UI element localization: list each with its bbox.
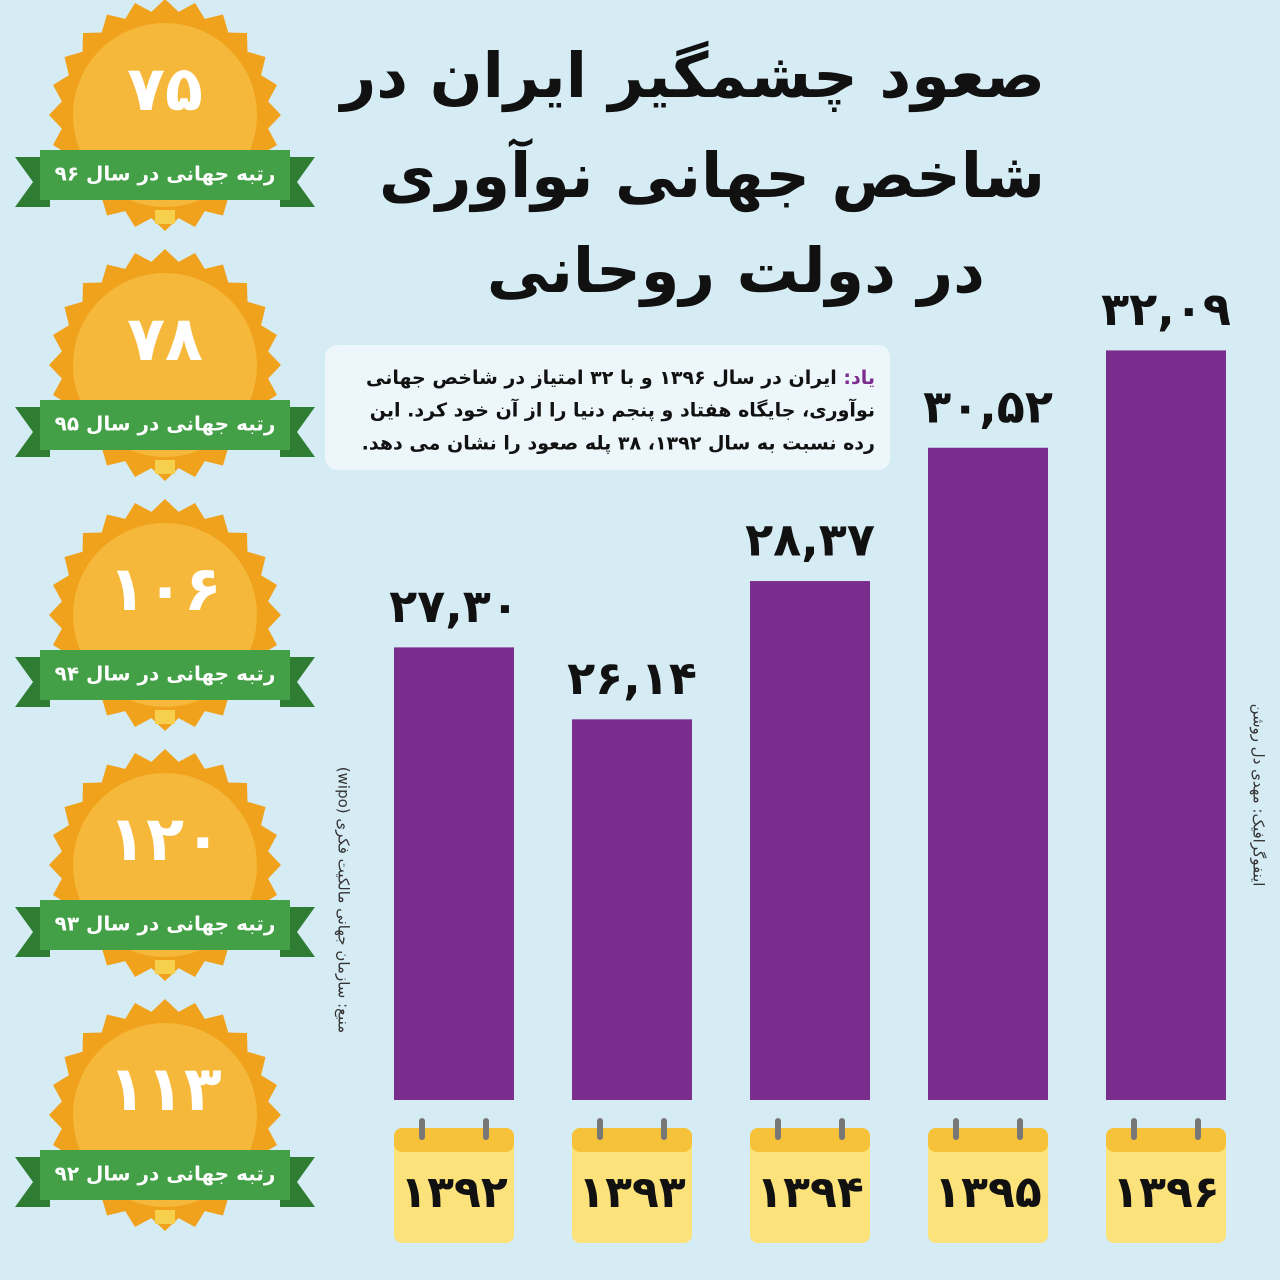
ribbon (40, 1150, 290, 1200)
calendar-top (750, 1128, 870, 1152)
ribbon (40, 150, 290, 200)
bar (928, 447, 1048, 1100)
credit: اینفوگرافیک: مهدی دل روشن (1250, 704, 1268, 887)
calendar-ring (661, 1118, 667, 1140)
x-tick-label: ۱۳۹۶ (1112, 1167, 1219, 1218)
note-line: نوآوری، جایگاه هفتاد و پنجم دنیا را از آ… (370, 398, 875, 422)
value-label: ۲۶,۱۴ (567, 651, 697, 705)
source: منبع: سازمان جهانی مالکیت فکری (wipo) (335, 767, 353, 1033)
calendar-ring (419, 1118, 425, 1140)
badge-rank: ۷۵ (127, 52, 203, 125)
note-label: یاد: (843, 367, 875, 389)
value-label: ۲۸,۳۷ (745, 513, 875, 567)
calendar-ring (775, 1118, 781, 1140)
note-text: ایران در سال ۱۳۹۶ و با ۳۲ امتیاز در شاخص… (366, 367, 837, 389)
badge-caption: رتبه جهانی در سال ۹۲ (55, 1162, 276, 1186)
calendar-ring (1017, 1118, 1023, 1140)
calendar-top (1106, 1128, 1226, 1152)
badge-caption: رتبه جهانی در سال ۹۴ (55, 662, 276, 686)
value-label: ۳۰,۵۲ (923, 379, 1053, 433)
badge-icon (155, 460, 175, 474)
x-tick-label: ۱۳۹۵ (934, 1167, 1041, 1218)
calendar-ring (953, 1118, 959, 1140)
x-tick-label: ۱۳۹۲ (400, 1167, 508, 1218)
badge-icon (155, 960, 175, 974)
badge-icon (155, 210, 175, 224)
value-label: ۳۲,۰۹ (1101, 282, 1231, 336)
note-line: یاد: ایران در سال ۱۳۹۶ و با ۳۲ امتیاز در… (366, 367, 875, 389)
badge-icon (155, 710, 175, 724)
note-line: رده نسبت به سال ۱۳۹۲، ۳۸ پله صعود را نشا… (362, 433, 875, 455)
calendar-ring (483, 1118, 489, 1140)
calendar-ring (1131, 1118, 1137, 1140)
calendar (572, 1128, 692, 1243)
ribbon (40, 650, 290, 700)
title-line: شاخص جهانی نوآوری (379, 137, 1045, 213)
badge-caption: رتبه جهانی در سال ۹۳ (55, 912, 276, 936)
bar (572, 719, 692, 1100)
value-label: ۲۷,۳۰ (389, 579, 519, 633)
ribbon (40, 900, 290, 950)
calendar-ring (1195, 1118, 1201, 1140)
badge-caption: رتبه جهانی در سال ۹۵ (55, 412, 276, 436)
bar (1106, 350, 1226, 1100)
badge-rank: ۱۱۳ (108, 1052, 222, 1125)
ribbon (40, 400, 290, 450)
note-box (325, 345, 890, 470)
calendar-top (928, 1128, 1048, 1152)
badge-rank: ۱۲۰ (108, 802, 222, 875)
x-tick-label: ۱۳۹۳ (578, 1167, 686, 1218)
calendar (750, 1128, 870, 1243)
calendar (1106, 1128, 1226, 1243)
title-line: صعود چشمگیر ایران در (338, 39, 1045, 112)
calendar-ring (597, 1118, 603, 1140)
calendar (928, 1128, 1048, 1243)
calendar-top (572, 1128, 692, 1152)
calendar (394, 1128, 514, 1243)
badge-icon (155, 1210, 175, 1224)
calendar-ring (839, 1118, 845, 1140)
bar (394, 647, 514, 1100)
badge-caption: رتبه جهانی در سال ۹۶ (55, 162, 276, 186)
bar (750, 581, 870, 1100)
x-tick-label: ۱۳۹۴ (756, 1167, 863, 1218)
badge-rank: ۷۸ (127, 302, 203, 375)
badge-rank: ۱۰۶ (108, 552, 222, 625)
calendar-top (394, 1128, 514, 1152)
title-line: در دولت روحانی (487, 234, 985, 307)
